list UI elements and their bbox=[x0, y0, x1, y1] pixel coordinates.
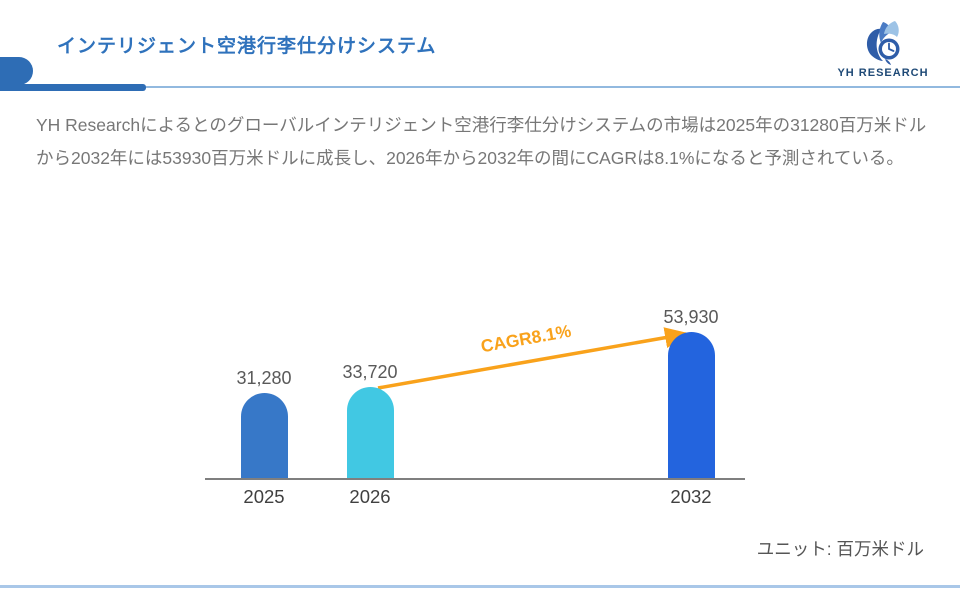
bar-2026 bbox=[346, 387, 394, 478]
bar-value-label-2026: 33,720 bbox=[342, 362, 398, 382]
bar-value-label-2032: 53,930 bbox=[663, 307, 719, 327]
bar-2032 bbox=[667, 332, 715, 478]
bar-value-label-2025: 31,280 bbox=[236, 368, 292, 388]
bar-2025 bbox=[240, 393, 288, 478]
x-axis-label-2025: 2025 bbox=[243, 486, 285, 507]
x-axis-label-2026: 2026 bbox=[349, 486, 391, 507]
bottom-divider-line bbox=[0, 585, 960, 588]
header-accent-shape bbox=[0, 57, 33, 85]
header-divider-line bbox=[146, 86, 960, 88]
yh-research-logo: YH RESEARCH bbox=[828, 20, 938, 79]
logo-clock-hands bbox=[888, 42, 895, 52]
header-accent-bar bbox=[0, 84, 146, 91]
logo-petal-light bbox=[884, 21, 899, 37]
yh-research-logo-icon bbox=[866, 21, 900, 65]
page-title: インテリジェント空港行李仕分けシステム bbox=[57, 36, 437, 57]
logo-tail bbox=[885, 59, 891, 65]
x-axis-label-2032: 2032 bbox=[670, 486, 712, 507]
market-summary-text: YH Researchによるとのグローバルインテリジェント空港行李仕分けシステム… bbox=[36, 115, 927, 168]
x-axis-line bbox=[205, 478, 745, 480]
cagr-label: CAGR8.1% bbox=[479, 320, 573, 357]
unit-note: ユニット: 百万米ドル bbox=[756, 539, 924, 559]
logo-petal-dark bbox=[866, 28, 883, 61]
logo-text: YH RESEARCH bbox=[837, 67, 929, 79]
